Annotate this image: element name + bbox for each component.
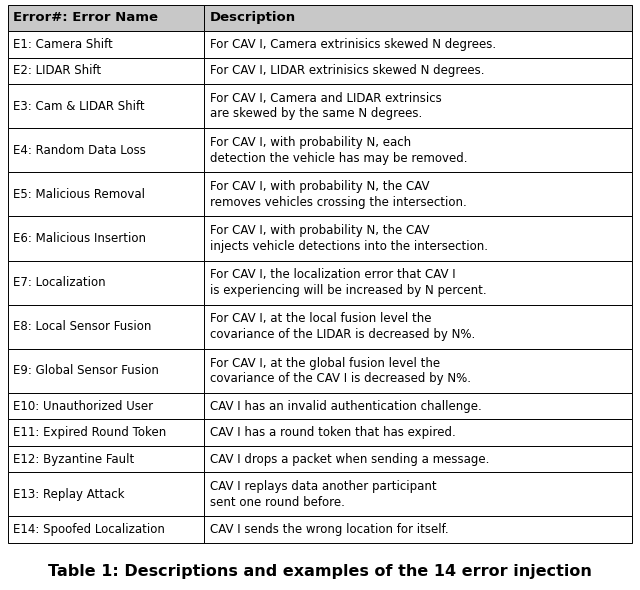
Text: CAV I has a round token that has expired.: CAV I has a round token that has expired… [210, 426, 456, 439]
Bar [204, 128, 632, 172]
Bar [8, 58, 204, 84]
Bar [8, 5, 204, 31]
Bar [8, 261, 204, 304]
Bar [204, 172, 632, 217]
Bar [8, 84, 204, 128]
Bar [204, 217, 632, 261]
Bar [204, 516, 632, 543]
Text: E10: Unauthorized User: E10: Unauthorized User [13, 399, 154, 412]
Text: E13: Replay Attack: E13: Replay Attack [13, 488, 125, 501]
Bar [8, 419, 204, 446]
Text: For CAV I, at the local fusion level the
covariance of the LIDAR is decreased by: For CAV I, at the local fusion level the… [210, 313, 476, 341]
Text: For CAV I, at the global fusion level the
covariance of the CAV I is decreased b: For CAV I, at the global fusion level th… [210, 356, 471, 385]
Text: Error#: Error Name: Error#: Error Name [13, 11, 159, 24]
Bar [8, 217, 204, 261]
Text: E7: Localization: E7: Localization [13, 276, 106, 289]
Text: CAV I sends the wrong location for itself.: CAV I sends the wrong location for itsel… [210, 523, 449, 536]
Bar [204, 261, 632, 304]
Text: For CAV I, with probability N, the CAV
injects vehicle detections into the inter: For CAV I, with probability N, the CAV i… [210, 224, 488, 253]
Bar [8, 172, 204, 217]
Text: E3: Cam & LIDAR Shift: E3: Cam & LIDAR Shift [13, 100, 145, 113]
Text: E9: Global Sensor Fusion: E9: Global Sensor Fusion [13, 364, 159, 377]
Bar [204, 419, 632, 446]
Bar [204, 5, 632, 31]
Text: E6: Malicious Insertion: E6: Malicious Insertion [13, 232, 147, 245]
Bar [8, 31, 204, 58]
Text: E11: Expired Round Token: E11: Expired Round Token [13, 426, 166, 439]
Bar [8, 516, 204, 543]
Bar [204, 58, 632, 84]
Text: CAV I replays data another participant
sent one round before.: CAV I replays data another participant s… [210, 480, 437, 509]
Text: E4: Random Data Loss: E4: Random Data Loss [13, 144, 147, 157]
Bar [8, 393, 204, 419]
Text: E2: LIDAR Shift: E2: LIDAR Shift [13, 64, 102, 77]
Bar [204, 446, 632, 472]
Text: For CAV I, with probability N, each
detection the vehicle has may be removed.: For CAV I, with probability N, each dete… [210, 136, 468, 165]
Text: E1: Camera Shift: E1: Camera Shift [13, 38, 113, 51]
Text: For CAV I, Camera extrinisics skewed N degrees.: For CAV I, Camera extrinisics skewed N d… [210, 38, 497, 51]
Bar [204, 349, 632, 393]
Text: E5: Malicious Removal: E5: Malicious Removal [13, 188, 145, 201]
Text: For CAV I, the localization error that CAV I
is experiencing will be increased b: For CAV I, the localization error that C… [210, 268, 487, 297]
Text: Table 1: Descriptions and examples of the 14 error injection: Table 1: Descriptions and examples of th… [48, 564, 592, 579]
Bar [8, 472, 204, 516]
Text: E14: Spoofed Localization: E14: Spoofed Localization [13, 523, 165, 536]
Text: For CAV I, Camera and LIDAR extrinsics
are skewed by the same N degrees.: For CAV I, Camera and LIDAR extrinsics a… [210, 92, 442, 120]
Bar [8, 304, 204, 349]
Bar [8, 446, 204, 472]
Bar [204, 393, 632, 419]
Text: For CAV I, LIDAR extrinisics skewed N degrees.: For CAV I, LIDAR extrinisics skewed N de… [210, 64, 484, 77]
Text: E8: Local Sensor Fusion: E8: Local Sensor Fusion [13, 320, 152, 333]
Text: Description: Description [210, 11, 296, 24]
Bar [204, 84, 632, 128]
Text: E12: Byzantine Fault: E12: Byzantine Fault [13, 453, 134, 466]
Bar [204, 304, 632, 349]
Bar [8, 349, 204, 393]
Bar [204, 31, 632, 58]
Text: For CAV I, with probability N, the CAV
removes vehicles crossing the intersectio: For CAV I, with probability N, the CAV r… [210, 180, 467, 209]
Text: CAV I drops a packet when sending a message.: CAV I drops a packet when sending a mess… [210, 453, 490, 466]
Bar [8, 128, 204, 172]
Bar [204, 472, 632, 516]
Text: CAV I has an invalid authentication challenge.: CAV I has an invalid authentication chal… [210, 399, 482, 412]
